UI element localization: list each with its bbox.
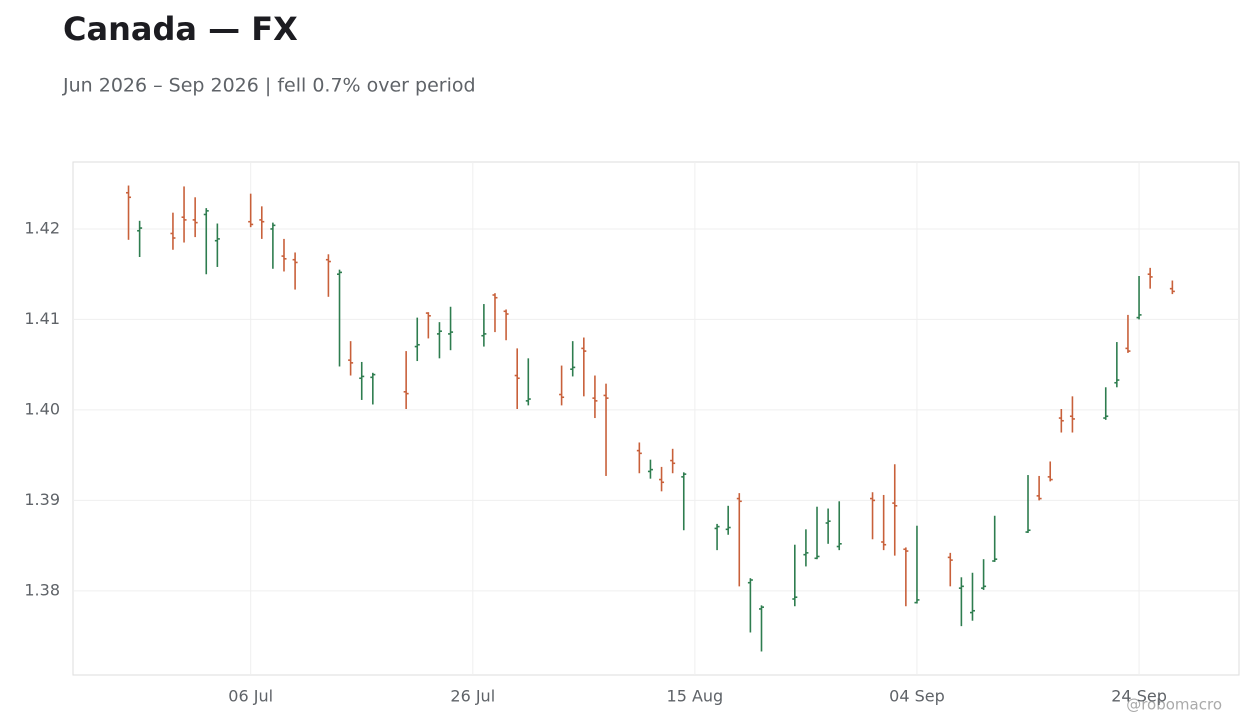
y-tick-label: 1.40 [24,399,60,418]
y-tick-label: 1.41 [24,309,60,328]
chart-subtitle: Jun 2026 – Sep 2026 | fell 0.7% over per… [62,75,476,97]
x-tick-label: 04 Sep [889,687,945,706]
x-tick-label: 26 Jul [450,687,495,706]
x-tick-label: 15 Aug [667,687,724,706]
y-tick-label: 1.39 [24,490,60,509]
watermark: @robomacro [1126,696,1222,714]
y-tick-label: 1.42 [24,218,60,237]
chart-title: Canada — FX [63,10,298,48]
y-tick-label: 1.38 [24,580,60,599]
plot-area [72,161,1240,676]
x-tick-label: 24 Sep [1111,687,1167,706]
x-tick-label: 06 Jul [228,687,273,706]
